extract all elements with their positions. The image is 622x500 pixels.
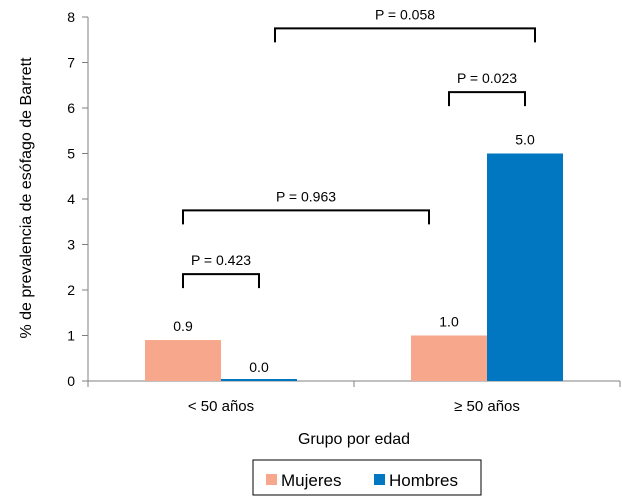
data-label-hombres-2: 5.0 bbox=[515, 132, 535, 148]
x-tick-label-1: < 50 años bbox=[188, 398, 254, 415]
p-value-label-1: P = 0.423 bbox=[191, 252, 251, 268]
bar-hombres-2 bbox=[487, 153, 563, 381]
data-label-mujeres-2: 1.0 bbox=[439, 314, 459, 330]
bracket-4 bbox=[274, 27, 536, 43]
legend-box bbox=[252, 459, 482, 496]
legend-label-mujeres: Mujeres bbox=[281, 471, 341, 490]
x-tick-label-2: ≥ 50 años bbox=[454, 398, 520, 415]
data-label-mujeres-1: 0.9 bbox=[173, 318, 193, 334]
p-value-label-2: P = 0.963 bbox=[276, 188, 336, 204]
legend-swatch-mujeres bbox=[266, 474, 277, 485]
bracket-1 bbox=[182, 273, 260, 289]
p-value-label-4: P = 0.058 bbox=[375, 6, 435, 22]
y-tick-label: 3 bbox=[67, 237, 75, 253]
y-tick-label: 2 bbox=[67, 282, 75, 298]
y-ticks: 0 1 2 3 4 5 6 7 8 bbox=[67, 9, 88, 389]
legend: Mujeres Hombres bbox=[252, 459, 482, 496]
bracket-3 bbox=[448, 91, 526, 107]
y-tick-label: 8 bbox=[67, 9, 75, 25]
y-tick-label: 6 bbox=[67, 100, 75, 116]
bar-hombres-1 bbox=[221, 379, 297, 381]
data-labels: 0.9 1.0 0.0 5.0 bbox=[173, 132, 535, 376]
p-value-label-3: P = 0.023 bbox=[457, 70, 517, 86]
y-axis-title: % de prevalencia de esófago de Barrett bbox=[18, 57, 35, 339]
x-ticks: < 50 años ≥ 50 años bbox=[87, 381, 621, 415]
y-tick-label: 0 bbox=[67, 373, 75, 389]
y-tick-label: 4 bbox=[67, 191, 75, 207]
y-tick-label: 1 bbox=[67, 328, 75, 344]
legend-swatch-hombres bbox=[374, 474, 385, 485]
legend-label-hombres: Hombres bbox=[389, 471, 458, 490]
data-label-hombres-1: 0.0 bbox=[249, 359, 269, 375]
x-axis-title: Grupo por edad bbox=[298, 431, 410, 448]
bar-mujeres-1 bbox=[145, 340, 221, 381]
y-tick-label: 5 bbox=[67, 146, 75, 162]
y-tick-label: 7 bbox=[67, 55, 75, 71]
significance-brackets: P = 0.423 P = 0.963 P = 0.023 P = 0.058 bbox=[182, 6, 536, 289]
bars bbox=[145, 153, 563, 381]
bracket-2 bbox=[182, 209, 430, 225]
bar-mujeres-2 bbox=[411, 335, 487, 381]
